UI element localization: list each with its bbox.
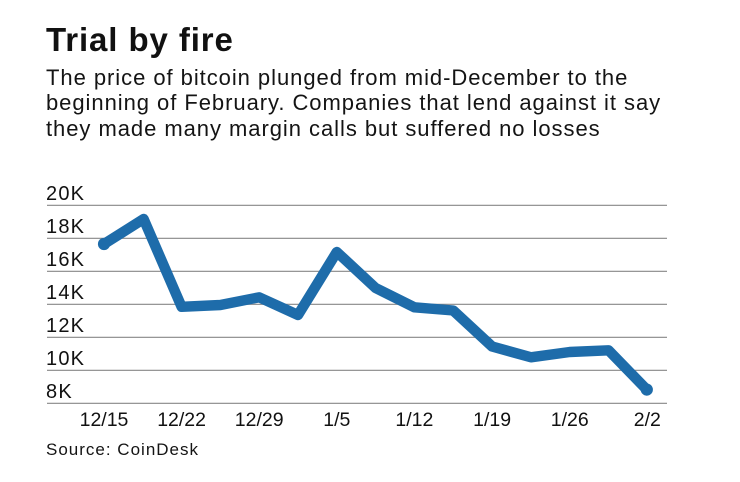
svg-text:14K: 14K [46, 282, 85, 304]
svg-text:16K: 16K [46, 249, 85, 271]
svg-text:20K: 20K [46, 183, 85, 205]
svg-text:12/15: 12/15 [80, 409, 129, 431]
svg-text:1/5: 1/5 [323, 409, 350, 431]
svg-text:1/26: 1/26 [551, 409, 589, 431]
svg-text:1/12: 1/12 [395, 409, 433, 431]
svg-text:12K: 12K [46, 315, 85, 337]
svg-text:12/22: 12/22 [157, 409, 206, 431]
svg-text:2/2: 2/2 [634, 409, 661, 431]
svg-text:8K: 8K [46, 381, 73, 403]
svg-text:1/19: 1/19 [473, 409, 511, 431]
svg-text:10K: 10K [46, 348, 85, 370]
svg-text:12/29: 12/29 [235, 409, 284, 431]
svg-text:18K: 18K [46, 216, 85, 238]
